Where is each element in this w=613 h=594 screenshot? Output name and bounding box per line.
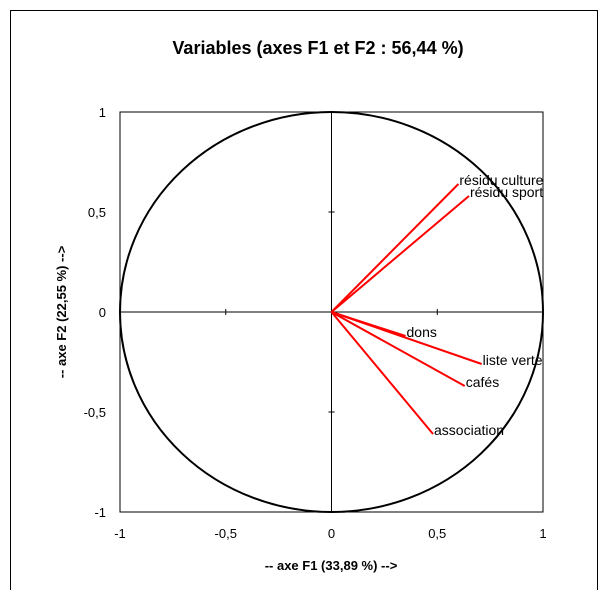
vector-liste-verte — [331, 311, 482, 365]
vector-cafes — [331, 311, 466, 387]
x-tick-label: 1 — [539, 526, 546, 541]
vector-residu-culture — [330, 183, 460, 313]
axes-layer: -1 -0,5 0 0,5 1 -1 -0,5 0 0,5 1 — [84, 105, 547, 541]
y-axis-title: -- axe F2 (22,55 %) --> — [54, 245, 69, 378]
chart-frame — [10, 10, 598, 590]
y-tick-label: 0,5 — [88, 205, 106, 220]
vector-label-cafes: cafés — [466, 374, 499, 390]
circle-layer — [119, 111, 544, 513]
vector-label-residu-culture: résidu culture — [459, 172, 543, 188]
y-tick-label: 1 — [99, 105, 106, 120]
x-tick-label: 0 — [328, 526, 335, 541]
vector-label-dons: dons — [407, 324, 437, 340]
x-tick-label: -1 — [114, 526, 126, 541]
y-tick-label: 0 — [99, 305, 106, 320]
vector-residu-sport — [330, 195, 470, 313]
y-tick-label: -1 — [94, 505, 106, 520]
x-axis-title: -- axe F1 (33,89 %) --> — [265, 558, 398, 573]
x-tick-label: -0,5 — [215, 526, 237, 541]
x-tick-label: 0,5 — [428, 526, 446, 541]
vector-label-association: association — [434, 422, 504, 438]
vector-label-residu-sport: résidu sport — [470, 184, 543, 200]
y-tick-label: -0,5 — [84, 405, 106, 420]
vector-label-liste-verte: liste verte — [483, 352, 543, 368]
vector-association — [330, 311, 434, 435]
unit-circle — [119, 111, 544, 513]
chart-title: Variables (axes F1 et F2 : 56,44 %) — [172, 38, 463, 58]
vector-layer — [330, 183, 482, 435]
